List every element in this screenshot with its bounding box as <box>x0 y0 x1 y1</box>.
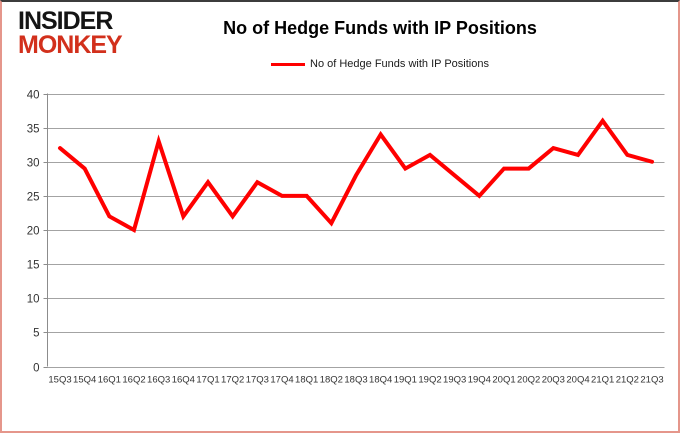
x-tick-label: 16Q3 <box>147 375 170 386</box>
x-tick-label: 20Q1 <box>492 375 515 386</box>
logo-line-monkey: MONKEY <box>18 30 123 59</box>
y-tick-label: 15 <box>27 260 40 272</box>
x-tick-label: 19Q1 <box>394 375 417 386</box>
x-tick-label: 18Q4 <box>369 375 392 386</box>
x-tick-label: 18Q1 <box>295 375 318 386</box>
x-tick-label: 19Q3 <box>443 375 466 386</box>
x-tick-label: 21Q2 <box>616 375 639 386</box>
x-tick-label: 19Q2 <box>418 375 441 386</box>
x-tick-label: 15Q4 <box>73 375 96 386</box>
x-tick-label: 18Q3 <box>344 375 367 386</box>
x-tick-label: 21Q1 <box>591 375 614 386</box>
y-tick-label: 0 <box>33 363 39 375</box>
x-tick-label: 21Q3 <box>640 375 663 386</box>
x-tick-label: 20Q4 <box>566 375 589 386</box>
x-tick-label: 16Q2 <box>122 375 145 386</box>
x-tick-label: 17Q4 <box>270 375 293 386</box>
x-tick-label: 20Q3 <box>542 375 565 386</box>
series-line <box>58 117 654 233</box>
x-tick-label: 16Q1 <box>98 375 121 386</box>
chart-title: No of Hedge Funds with IP Positions <box>223 18 537 38</box>
y-tick-label: 10 <box>27 294 40 306</box>
x-tick-label: 16Q4 <box>172 375 195 386</box>
y-tick-label: 30 <box>27 158 40 170</box>
y-tick-label: 5 <box>33 328 39 340</box>
legend-line-swatch <box>271 62 306 66</box>
x-tick-label: 18Q2 <box>320 375 343 386</box>
legend-label: No of Hedge Funds with IP Positions <box>310 58 489 70</box>
y-tick-label: 25 <box>27 192 40 204</box>
y-tick-label: 40 <box>27 90 40 102</box>
legend: No of Hedge Funds with IP Positions <box>122 58 638 70</box>
x-tick-label: 17Q3 <box>246 375 269 386</box>
x-tick-label: 15Q3 <box>48 375 71 386</box>
x-tick-label: 17Q2 <box>221 375 244 386</box>
y-tick-label: 35 <box>27 124 40 136</box>
x-tick-label: 17Q1 <box>196 375 219 386</box>
x-tick-label: 19Q4 <box>468 375 491 386</box>
logo-line-insider: INSIDER <box>18 7 113 35</box>
y-tick-label: 20 <box>27 226 40 238</box>
insider-monkey-logo: INSIDER MONKEY <box>18 7 123 59</box>
x-tick-label: 20Q2 <box>517 375 540 386</box>
